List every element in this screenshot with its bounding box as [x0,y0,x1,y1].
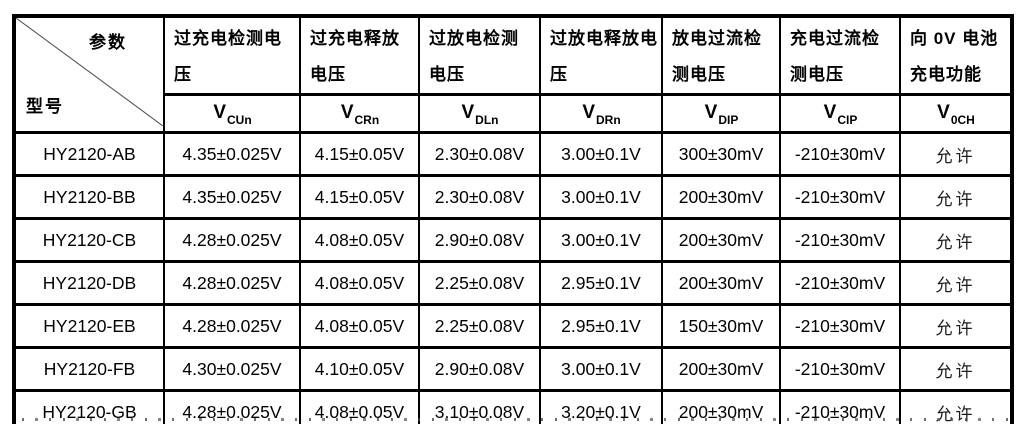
value-cell: 2.95±0.1V [539,260,663,306]
model-cell: HY2120-EB [13,303,165,349]
symbol-base: V [937,101,950,123]
value-cell: 2.30±0.08V [418,174,541,220]
value-cell: -210±30mV [779,303,901,349]
clipped-footnote-fragments [22,418,1008,421]
value-cell: 200±30mV [661,174,781,220]
symbol-vcip: VCIP [779,93,901,134]
allow-cell: 允许 [899,346,1013,392]
value-cell: 4.08±0.05V [299,217,420,263]
value-cell: 2.30±0.08V [418,131,541,177]
model-cell: HY2120-BB [13,174,165,220]
symbol-subscript: DLn [475,113,499,128]
value-cell: 300±30mV [661,131,781,177]
model-cell: HY2120-GB [13,389,165,424]
table-row-hy2120-cb: HY2120-CB 4.28±0.025V 4.08±0.05V 2.90±0.… [13,217,1013,263]
table-row-hy2120-db: HY2120-DB 4.28±0.025V 4.08±0.05V 2.25±0.… [13,260,1013,306]
symbol-v0ch: V0CH [899,93,1013,134]
value-cell: 4.28±0.025V [163,389,301,424]
value-cell: 4.15±0.05V [299,174,420,220]
value-cell: 2.95±0.1V [539,303,663,349]
symbol-subscript: CUn [227,113,252,128]
model-cell: HY2120-AB [13,131,165,177]
corner-model-label: 型号 [26,97,64,116]
model-cell: HY2120-FB [13,346,165,392]
value-cell: 2.90±0.08V [418,346,541,392]
header-title-row: 参数 型号 过充电检测电压 过充电释放电压 过放电检测电压 过放电释放电压 放电… [13,14,1013,134]
value-cell: 4.35±0.025V [163,131,301,177]
symbol-vdrn: VDRn [539,93,663,134]
table-row-hy2120-ab: HY2120-AB 4.35±0.025V 4.15±0.05V 2.30±0.… [13,131,1013,177]
symbol-base: V [704,101,718,123]
col-header-overdischarge-detect: 过放电检测电压 [418,14,541,96]
allow-cell: 允许 [899,303,1013,349]
value-cell: 2.25±0.08V [418,260,541,306]
value-cell: 4.15±0.05V [299,131,420,177]
corner-cell-inner: 参数 型号 [16,18,163,126]
model-cell: HY2120-CB [13,217,165,263]
symbol-subscript: DRn [596,113,621,128]
symbol-base: V [213,101,226,123]
value-cell: 3.00±0.1V [539,217,663,263]
value-cell: 2.90±0.08V [418,217,541,263]
value-cell: 4.10±0.05V [299,346,420,392]
value-cell: 200±30mV [661,217,781,263]
col-header-overdischarge-release: 过放电释放电压 [539,14,663,96]
value-cell: 4.08±0.05V [299,303,420,349]
col-header-overcharge-release: 过充电释放电压 [299,14,420,96]
symbol-base: V [340,101,354,123]
value-cell: 3.00±0.1V [539,174,663,220]
corner-cell: 参数 型号 [13,14,165,134]
symbol-base: V [823,101,837,123]
value-cell: 4.35±0.025V [163,174,301,220]
symbol-subscript: CRn [354,113,380,128]
value-cell: 4.28±0.025V [163,217,301,263]
allow-cell: 允许 [899,217,1013,263]
symbol-subscript: DIP [718,113,739,128]
table-row-hy2120-fb: HY2120-FB 4.30±0.025V 4.10±0.05V 2.90±0.… [13,346,1013,392]
spec-table: 参数 型号 过充电检测电压 过充电释放电压 过放电检测电压 过放电释放电压 放电… [12,14,1014,424]
symbol-vdln: VDLn [418,93,541,134]
table-row-hy2120-bb: HY2120-BB 4.35±0.025V 4.15±0.05V 2.30±0.… [13,174,1013,220]
value-cell: 4.28±0.025V [163,303,301,349]
table-row-hy2120-eb: HY2120-EB 4.28±0.025V 4.08±0.05V 2.25±0.… [13,303,1013,349]
spec-table-wrapper: 参数 型号 过充电检测电压 过充电释放电压 过放电检测电压 过放电释放电压 放电… [12,14,1014,424]
allow-cell: 允许 [899,260,1013,306]
value-cell: 200±30mV [661,346,781,392]
symbol-vdip: VDIP [661,93,781,134]
value-cell: -210±30mV [779,174,901,220]
model-cell: HY2120-DB [13,260,165,306]
col-header-discharge-overcurrent: 放电过流检测电压 [661,14,781,96]
value-cell: 150±30mV [661,303,781,349]
value-cell: 4.30±0.025V [163,346,301,392]
col-header-overcharge-detect: 过充电检测电压 [163,14,301,96]
value-cell: 3.00±0.1V [539,131,663,177]
col-header-zero-volt-charge: 向 0V 电池充电功能 [899,14,1013,96]
allow-cell: 允许 [899,131,1013,177]
value-cell: 4.08±0.05V [299,260,420,306]
symbol-base: V [582,101,595,123]
symbol-base: V [461,101,475,123]
value-cell: -210±30mV [779,260,901,306]
symbol-subscript: 0CH [950,113,975,128]
value-cell: 3.00±0.1V [539,346,663,392]
header-symbol-row: VCUn VCRn VDLn VDRn VDIP VCIP V0CH [14,93,1013,134]
allow-cell: 允许 [899,174,1013,220]
value-cell: 2.25±0.08V [418,303,541,349]
value-cell: 200±30mV [661,260,781,306]
value-cell: 4.28±0.025V [163,260,301,306]
symbol-vcrn: VCRn [299,93,420,134]
symbol-subscript: CIP [837,113,858,128]
col-header-charge-overcurrent: 充电过流检测电压 [779,14,901,96]
value-cell: -210±30mV [779,346,901,392]
symbol-vcun: VCUn [163,93,301,134]
diagonal-line [16,18,163,126]
value-cell: -210±30mV [779,217,901,263]
value-cell: -210±30mV [779,131,901,177]
corner-param-label: 参数 [89,33,127,52]
